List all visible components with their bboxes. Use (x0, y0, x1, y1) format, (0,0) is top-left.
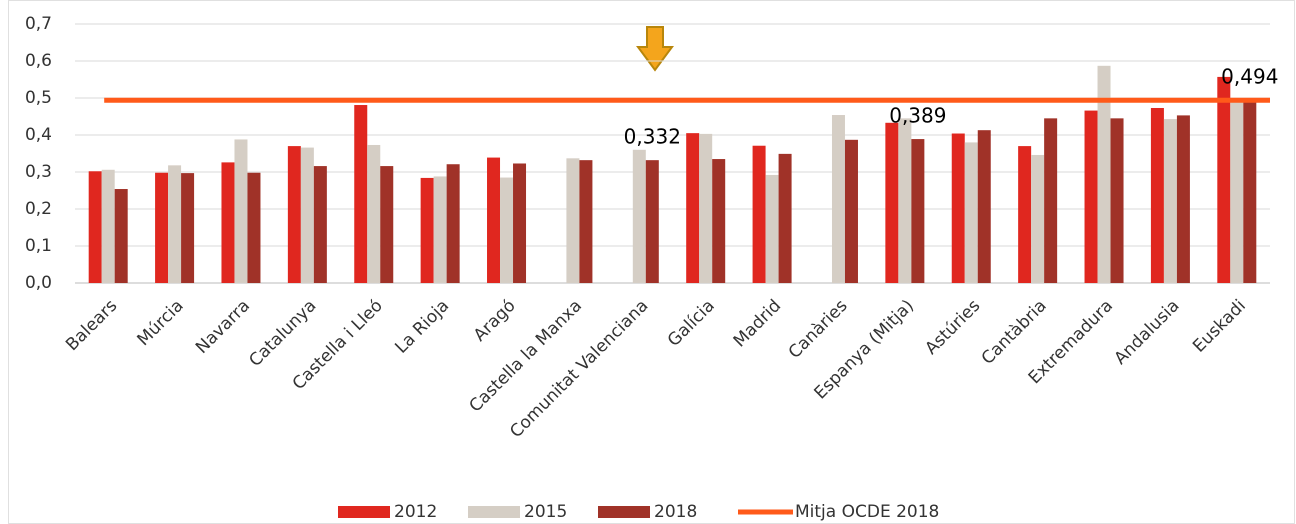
x-tick-label: Canàries (785, 296, 852, 363)
x-tick-label: Astúries (921, 296, 984, 359)
bar (234, 139, 248, 283)
bar (645, 160, 659, 283)
bar (951, 133, 965, 283)
bar (977, 130, 991, 283)
bar (686, 133, 700, 283)
bar (1084, 110, 1098, 283)
y-tick-label: 0,6 (25, 51, 52, 71)
bar (221, 162, 235, 283)
bar (313, 166, 327, 283)
bar (433, 176, 447, 283)
bar (778, 153, 792, 283)
bar (911, 139, 925, 283)
bar (1044, 118, 1058, 283)
bar (1110, 118, 1124, 283)
bar (1243, 100, 1257, 283)
x-tick-label: Andalusia (1111, 296, 1184, 369)
x-tick-label: Aragó (470, 296, 520, 346)
bar (446, 164, 460, 283)
legend-label: 2015 (524, 502, 567, 522)
bar (898, 118, 912, 283)
bar (632, 149, 646, 283)
legend-swatch (598, 506, 650, 518)
bar (181, 173, 195, 283)
bar (699, 133, 713, 283)
y-tick-label: 0,5 (25, 88, 52, 108)
bar (380, 166, 394, 283)
bar (1217, 76, 1231, 283)
bar (831, 115, 845, 284)
bar (1031, 154, 1045, 283)
bar (300, 147, 314, 283)
x-tick-label: Euskadi (1189, 296, 1250, 357)
bar (765, 174, 779, 283)
value-label: 0,494 (1221, 65, 1278, 89)
x-tick-label: Madrid (730, 296, 785, 351)
y-tick-label: 0,3 (25, 162, 52, 182)
legend-swatch (468, 506, 520, 518)
bar (367, 144, 381, 283)
bar (487, 157, 501, 283)
bar (354, 105, 368, 283)
legend-label: 2018 (654, 502, 697, 522)
bar (1230, 98, 1244, 283)
value-label: 0,389 (889, 104, 946, 128)
bar (1150, 107, 1164, 284)
y-tick-label: 0,2 (25, 199, 52, 219)
bar (420, 177, 434, 283)
bar (885, 122, 899, 283)
legend-swatch (338, 506, 390, 518)
bar (513, 163, 527, 283)
y-tick-label: 0,4 (25, 125, 52, 145)
legend-label: Mitja OCDE 2018 (795, 502, 939, 522)
bar (247, 172, 261, 283)
bar (114, 189, 128, 283)
bar (500, 177, 514, 283)
value-label: 0,332 (624, 125, 681, 149)
bar (155, 172, 169, 283)
bar (712, 159, 726, 283)
y-tick-label: 0,7 (25, 14, 52, 34)
arrow-icon (636, 26, 674, 72)
bar (88, 171, 102, 283)
x-tick-label: Castella la Manxa (465, 296, 586, 417)
bar (168, 165, 182, 283)
bar (752, 145, 766, 283)
bar (1097, 65, 1111, 283)
bar (579, 160, 593, 283)
x-tick-label: Galícia (664, 296, 719, 351)
bar (1176, 115, 1190, 283)
x-tick-label: Balears (62, 296, 121, 355)
legend-label: 2012 (394, 502, 437, 522)
y-tick-label: 0,0 (25, 273, 52, 293)
x-tick-label: Comunitat Valenciana (506, 296, 652, 442)
x-tick-label: Múrcia (134, 296, 188, 350)
y-tick-label: 0,1 (25, 236, 52, 256)
x-tick-label: La Rioja (391, 296, 453, 358)
bar (1018, 146, 1032, 283)
bar (844, 139, 858, 283)
x-tick-label: Navarra (192, 296, 254, 358)
bar (1163, 119, 1177, 283)
bar (964, 142, 978, 283)
bar (287, 146, 301, 283)
bar (566, 158, 580, 283)
bar (101, 169, 115, 283)
